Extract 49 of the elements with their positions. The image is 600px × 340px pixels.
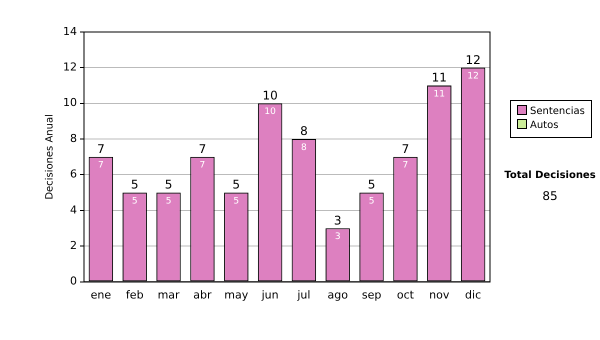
legend-label: Autos [529,119,560,133]
data-label: 7 [402,160,408,171]
total-label: 12 [465,52,481,67]
data-label: 11 [434,89,445,100]
legend-label: Sentencias [529,105,585,119]
x-tick-label: oct [396,288,415,302]
total-label: 5 [232,178,240,192]
total-label: 10 [262,88,278,102]
data-label: 5 [233,196,240,206]
total-label: 7 [198,142,206,156]
data-label: 5 [166,196,172,206]
total-label: 8 [300,124,308,138]
data-label: 7 [200,160,206,171]
data-label: 8 [301,142,308,153]
x-tick-label: jun [260,288,279,302]
data-label: 7 [98,160,104,171]
x-tick-label: mar [158,288,180,302]
x-tick-label: nov [429,288,450,302]
data-label: 10 [264,107,276,118]
y-tick-label: 0 [70,274,77,288]
x-tick-label: sep [362,288,382,302]
y-tick-label: 2 [70,238,77,252]
y-tick-label: 12 [62,60,77,74]
total-label: 5 [130,178,139,192]
x-tick-label: ago [328,288,348,302]
y-axis-title: Decisiones Anual [44,114,56,200]
total-label: 7 [97,142,105,156]
x-tick-label: feb [126,288,144,302]
total-label: 11 [432,70,447,85]
y-tick-label: 4 [70,203,77,216]
data-label: 12 [467,72,479,82]
total-label: 5 [164,178,172,192]
y-tick-label: 8 [70,132,77,145]
total-label: 3 [334,213,342,228]
data-label: 5 [368,196,374,206]
y-tick-label: 14 [62,24,77,38]
x-tick-label: jul [296,288,310,302]
x-tick-label: dic [465,288,482,302]
total-label: 7 [402,142,410,156]
total-label: 5 [368,178,376,192]
x-tick-label: ene [90,288,112,302]
text: 85 [541,189,559,203]
x-tick-label: may [224,288,249,302]
y-tick-label: 10 [62,96,77,110]
data-label: 5 [132,196,138,206]
x-tick-label: abr [193,288,212,302]
data-label: 3 [334,232,341,242]
y-tick-label: 6 [70,168,77,181]
text: Total Decisiones [503,170,597,181]
